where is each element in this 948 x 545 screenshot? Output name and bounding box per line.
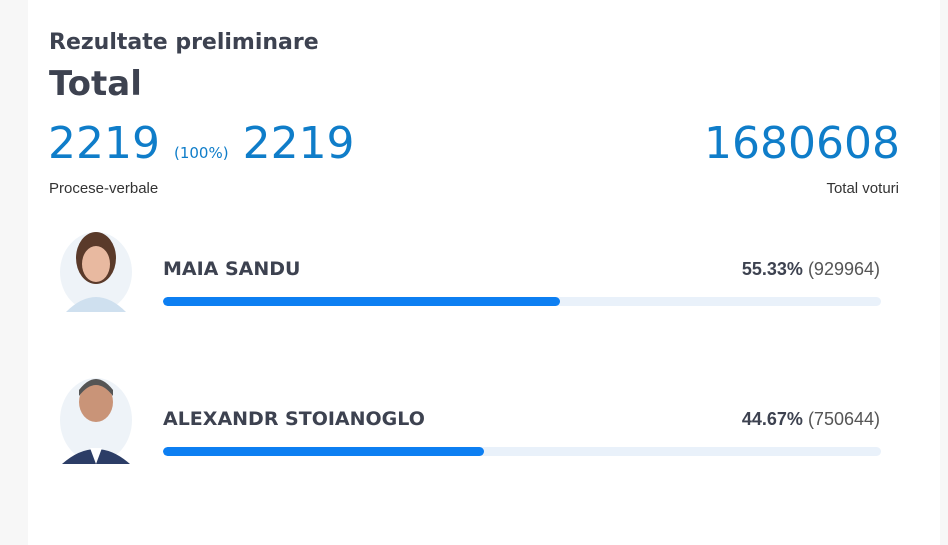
- candidate-name: ALEXANDR STOIANOGLO: [163, 408, 425, 430]
- votes: (750644): [807, 409, 880, 429]
- subtitle: Rezultate preliminare: [49, 30, 319, 55]
- processed-share: (100%): [173, 144, 229, 162]
- bar: [163, 447, 484, 456]
- candidate-result: 55.33% (929964): [742, 259, 880, 280]
- candidate-photo: [60, 232, 132, 312]
- candidate-result: 44.67% (750644): [742, 409, 880, 430]
- bar: [163, 297, 561, 306]
- bar-track: [163, 297, 881, 306]
- candidate-photo: [60, 378, 132, 464]
- candidate-name: MAIA SANDU: [163, 258, 301, 280]
- processed: 2219: [48, 118, 160, 169]
- total-votes: 1680608: [704, 118, 900, 169]
- percent: 55.33%: [741, 259, 803, 279]
- total-votes-label: Total voturi: [826, 180, 899, 197]
- votes: (929964): [807, 259, 880, 279]
- stat-row: 2219 (100%) 2219: [48, 118, 355, 169]
- bar-track: [163, 447, 881, 456]
- reports-label: Procese-verbale: [49, 180, 159, 197]
- title: Total: [49, 64, 142, 104]
- percent: 44.67%: [741, 409, 803, 429]
- results-card: Rezultate preliminare Total 2219 (100%) …: [28, 0, 940, 545]
- reports-total: 2219: [242, 118, 355, 169]
